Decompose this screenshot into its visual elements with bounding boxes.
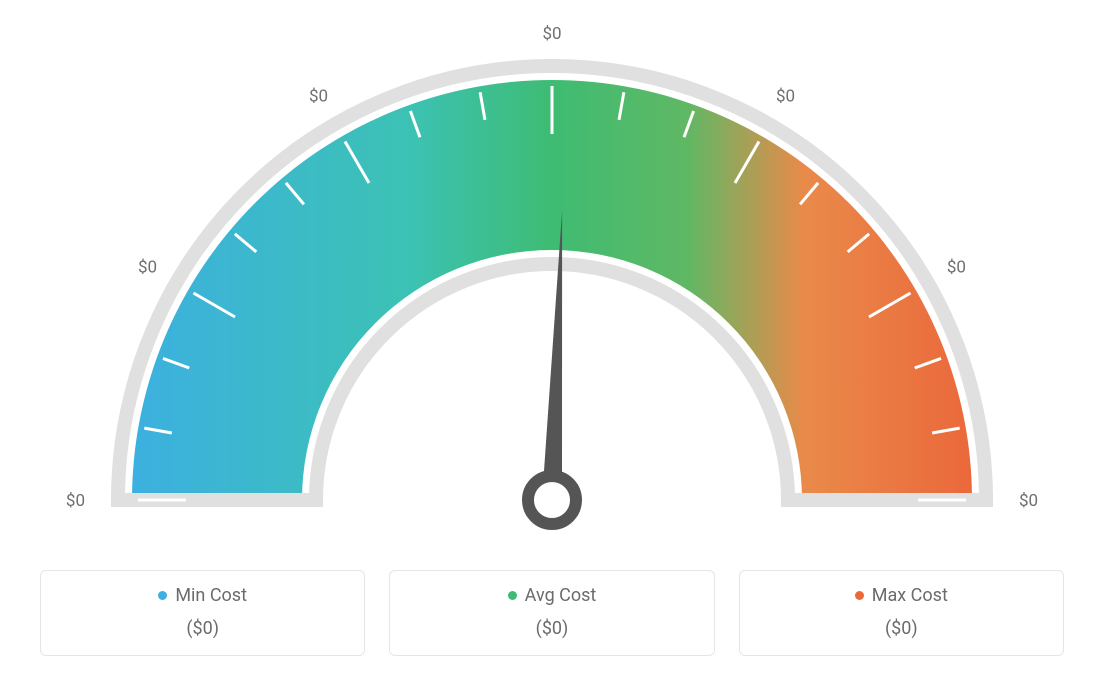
gauge-needle bbox=[542, 210, 562, 500]
legend-card-avg: Avg Cost ($0) bbox=[389, 570, 714, 656]
gauge-tick-label: $0 bbox=[947, 258, 966, 278]
gauge-tick-label: $0 bbox=[1019, 491, 1038, 511]
legend-label-max: Max Cost bbox=[872, 585, 948, 606]
gauge-tick-label: $0 bbox=[138, 258, 157, 278]
legend-row: Min Cost ($0) Avg Cost ($0) Max Cost ($0… bbox=[0, 570, 1104, 656]
legend-title-min: Min Cost bbox=[158, 585, 247, 606]
gauge-tick-label: $0 bbox=[309, 87, 328, 107]
legend-card-max: Max Cost ($0) bbox=[739, 570, 1064, 656]
gauge-needle-hub bbox=[528, 476, 576, 524]
legend-label-avg: Avg Cost bbox=[525, 585, 597, 606]
legend-dot-min bbox=[158, 591, 167, 600]
legend-dot-max bbox=[855, 591, 864, 600]
gauge-tick-label: $0 bbox=[542, 24, 561, 44]
legend-value-avg: ($0) bbox=[408, 618, 695, 639]
gauge-tick-label: $0 bbox=[776, 87, 795, 107]
gauge-chart: $0 $0 $0 $0 $0 $0 $0 bbox=[0, 0, 1104, 560]
legend-label-min: Min Cost bbox=[175, 585, 247, 606]
legend-title-max: Max Cost bbox=[855, 585, 948, 606]
gauge-svg: $0 $0 $0 $0 $0 $0 $0 bbox=[0, 0, 1104, 560]
legend-value-max: ($0) bbox=[758, 618, 1045, 639]
legend-dot-avg bbox=[508, 591, 517, 600]
legend-value-min: ($0) bbox=[59, 618, 346, 639]
legend-title-avg: Avg Cost bbox=[508, 585, 597, 606]
gauge-tick-label: $0 bbox=[66, 491, 85, 511]
legend-card-min: Min Cost ($0) bbox=[40, 570, 365, 656]
